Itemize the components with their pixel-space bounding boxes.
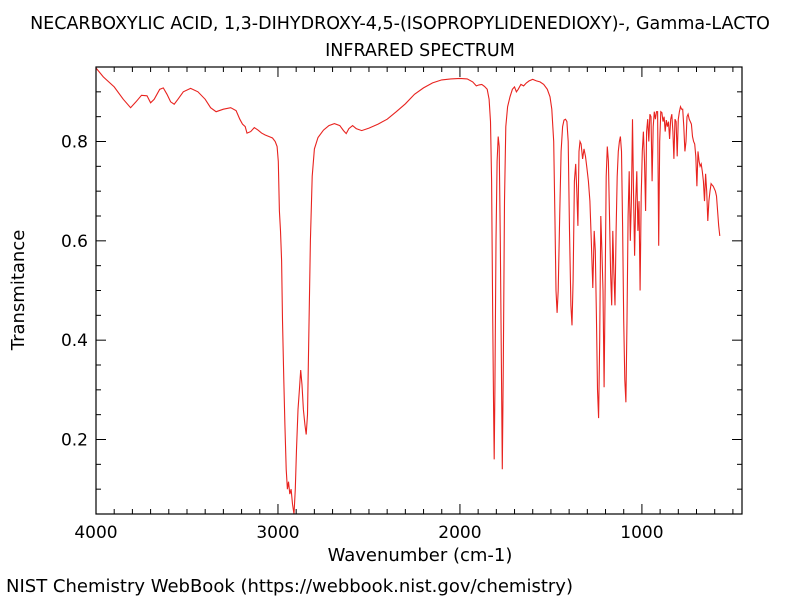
source-footer: NIST Chemistry WebBook (https://webbook.… [6, 576, 573, 597]
x-axis-label: Wavenumber (cm-1) [328, 545, 513, 566]
y-tick-label: 0.2 [61, 431, 88, 451]
chart-subtitle: INFRARED SPECTRUM [325, 41, 515, 61]
x-tick-label: 3000 [256, 523, 299, 543]
axis-ticks [95, 67, 742, 514]
x-tick-label: 2000 [438, 523, 481, 543]
y-tick-label: 0.8 [61, 133, 88, 153]
tick-labels: 4000 3000 2000 1000 0.2 0.4 0.6 0.8 [61, 133, 664, 544]
x-tick-label: 1000 [620, 523, 663, 543]
y-axis-label: Transmitance [8, 230, 29, 352]
chart-title: NECARBOXYLIC ACID, 1,3-DIHYDROXY-4,5-(IS… [30, 14, 770, 34]
y-tick-label: 0.4 [61, 331, 88, 351]
spectrum-line [95, 67, 721, 515]
plot-frame [95, 66, 743, 515]
y-tick-label: 0.6 [61, 232, 88, 252]
x-tick-label: 4000 [74, 523, 117, 543]
